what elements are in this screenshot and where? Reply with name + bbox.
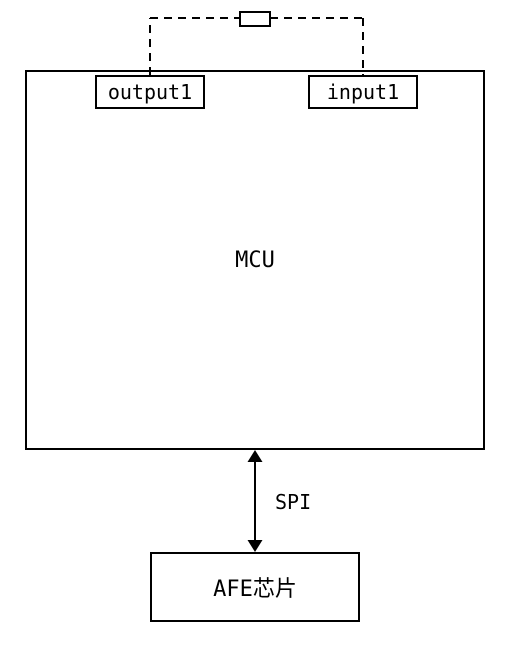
input-port: input1: [308, 75, 418, 109]
inline-component: [240, 12, 270, 26]
spi-arrow: [248, 450, 263, 552]
output-port: output1: [95, 75, 205, 109]
input-port-label: input1: [327, 80, 399, 104]
diagram-canvas: MCU output1 input1 AFE芯片 SPI: [0, 0, 509, 670]
connector-layer: [0, 0, 509, 670]
output-port-label: output1: [108, 80, 192, 104]
